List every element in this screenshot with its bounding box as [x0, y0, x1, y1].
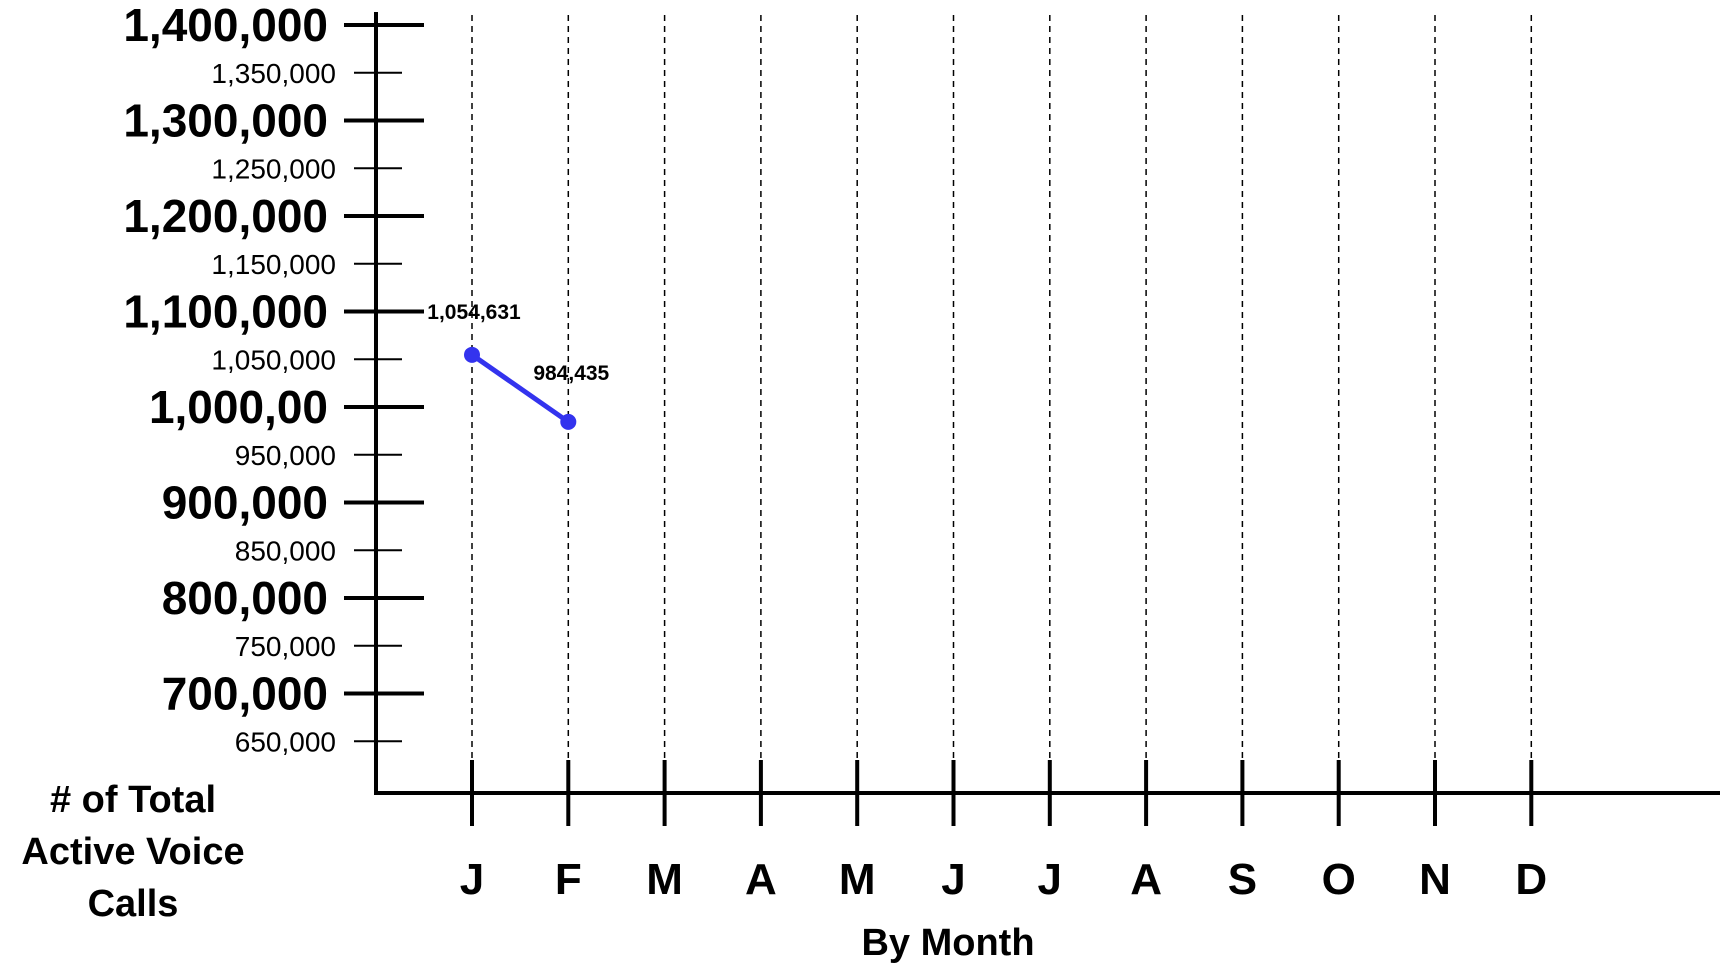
x-tick-label: M [646, 855, 683, 904]
y-major-tick-label: 1,200,000 [123, 190, 328, 242]
axes [374, 12, 1720, 793]
y-major-tick-label: 900,000 [162, 477, 328, 529]
x-tick-label: M [839, 855, 876, 904]
y-minor-tick-label: 750,000 [235, 631, 336, 662]
y-major-tick-label: 1,000,00 [149, 381, 328, 433]
x-tick-label: N [1419, 855, 1451, 904]
x-tick-label: O [1322, 855, 1356, 904]
y-minor-tick-label: 950,000 [235, 440, 336, 471]
y-major-tick-label: 1,300,000 [123, 95, 328, 147]
x-tick-label: A [1130, 855, 1162, 904]
x-tick-label: J [460, 855, 484, 904]
y-axis-title-line-3: Calls [88, 883, 179, 925]
y-axis-ticks: 1,400,000 1,300,000 1,200,000 1,100,000 1,00… [123, 0, 424, 757]
data-point [560, 414, 576, 430]
y-minor-tick-label: 1,050,000 [211, 344, 336, 375]
data-label: 1,054,631 [427, 301, 521, 324]
x-tick-label: S [1228, 855, 1257, 904]
x-tick-label: D [1515, 855, 1547, 904]
x-tick-label: J [941, 855, 965, 904]
x-tick-label: J [1038, 855, 1062, 904]
series-group: 1,054,631 984,435 [427, 301, 609, 430]
data-label: 984,435 [533, 362, 609, 385]
y-major-tick-label: 800,000 [162, 572, 328, 624]
x-tick-label: F [555, 855, 582, 904]
y-minor-tick-label: 650,000 [235, 726, 336, 757]
y-major-tick-label: 700,000 [162, 668, 328, 720]
y-minor-tick-label: 1,150,000 [211, 249, 336, 280]
y-minor-tick-label: 1,250,000 [211, 153, 336, 184]
y-axis-title-line-2: Active Voice [21, 831, 244, 873]
axis-titles: By Month # of Total Active Voice Calls [21, 779, 1034, 964]
y-minor-tick-label: 850,000 [235, 535, 336, 566]
x-axis-title: By Month [861, 922, 1034, 964]
y-minor-tick-label: 1,350,000 [211, 58, 336, 89]
x-tick-label: A [745, 855, 777, 904]
data-point [464, 347, 480, 363]
month-gridlines [472, 15, 1531, 793]
y-major-tick-label: 1,100,000 [123, 286, 328, 338]
y-axis-title-line-1: # of Total [50, 779, 216, 821]
y-major-tick-label: 1,400,000 [123, 0, 328, 51]
